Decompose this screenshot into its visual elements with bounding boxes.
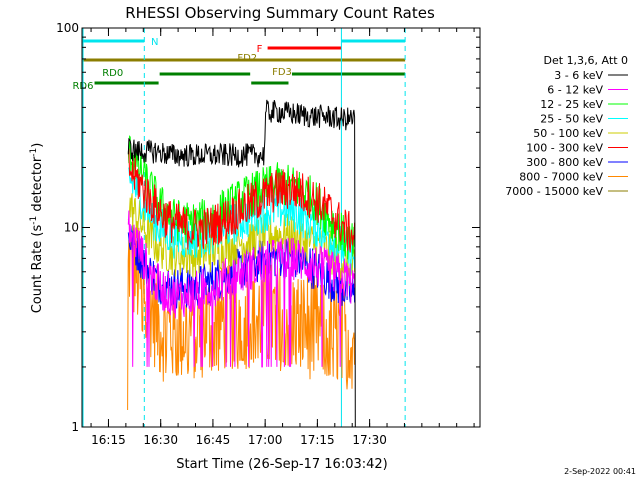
legend-label: 6 - 12 keV [547,84,603,97]
flag-label-fd2: FD2 [237,53,257,64]
y-tick-label: 10 [64,221,79,235]
series-layer [127,99,356,427]
legend-label: 3 - 6 keV [554,69,603,82]
flag-label-fd3: FD3 [272,67,292,78]
series-line-3to6keV [127,99,356,427]
flag-label-rd0: RD0 [102,68,123,79]
y-axis-label-main: Count Rate (s [30,225,45,314]
flag-label-n: N [151,37,158,48]
y-tick-label: 1 [71,420,79,434]
legend-label: 12 - 25 keV [540,98,603,111]
legend-label: 100 - 300 keV [526,142,603,155]
timestamp: 2-Sep-2022 00:41 [564,467,636,476]
legend-label: 50 - 100 keV [533,127,603,140]
x-tick-label: 16:30 [143,433,178,447]
y-axis-label-mid: detector [30,156,45,216]
x-tick-label: 17:00 [248,433,283,447]
x-tick-label: 17:30 [352,433,387,447]
flag-label-f: F [257,44,263,55]
legend-title: Det 1,3,6, Att 0 [544,54,628,67]
x-axis-label: Start Time (26-Sep-17 16:03:42) [176,457,387,472]
y-tick-label: 100 [56,21,79,35]
y-axis-label-sup1: -1 [29,216,39,225]
y-axis-label: Count Rate (s-1 detector-1) [29,143,45,314]
attenuator-lines [82,28,406,427]
legend-label: 25 - 50 keV [540,113,603,126]
chart-title: RHESSI Observing Summary Count Rates [125,4,435,22]
legend-label: 800 - 7000 keV [519,171,603,184]
series-line-100to300keV [127,148,356,253]
y-axis-label-sup2: -1 [29,148,39,157]
series-line-800to7000keV [127,227,356,411]
legend-label: 300 - 800 keV [526,156,603,169]
x-tick-label: 16:45 [196,433,231,447]
legend-label: 7000 - 15000 keV [505,185,603,198]
y-axis-label-end: ) [30,143,45,148]
series-line-6to12keV [127,210,356,368]
x-tick-label: 17:15 [300,433,335,447]
x-tick-label: 16:15 [91,433,126,447]
axis-ticks: 16:15 16:30 16:45 17:00 17:15 17:30 1 10 100 [56,21,480,447]
